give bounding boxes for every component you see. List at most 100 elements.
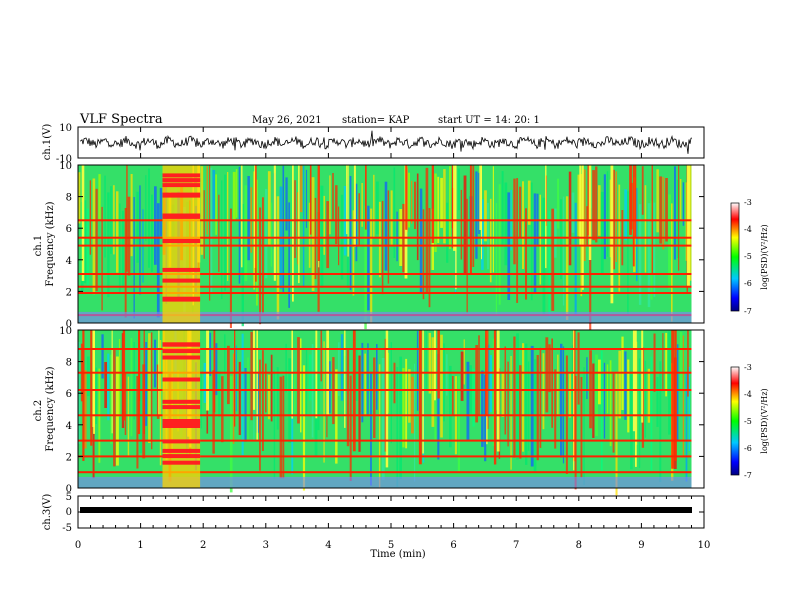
spec-stripe (510, 356, 512, 470)
spec-stripe (668, 194, 671, 289)
spec-nodata (691, 165, 704, 323)
xtick-label: 5 (388, 540, 394, 551)
spec-spike (678, 165, 680, 271)
spec-stripe (487, 202, 489, 270)
spec-stripe (443, 169, 446, 244)
spec-stripe (492, 338, 495, 447)
spec-stripe (151, 194, 153, 272)
ch1-ytick-10: 10 (59, 123, 72, 134)
spec-stripe (562, 346, 565, 464)
spec-stripe (577, 332, 580, 405)
spec-stripe (311, 177, 315, 292)
spec-stripe (580, 377, 583, 478)
spec-stripe (446, 354, 448, 396)
spec-line (78, 389, 692, 391)
spec-stripe (285, 177, 288, 231)
spec-stripe (501, 171, 504, 245)
spec-stripe (154, 186, 157, 265)
spec-stripe (335, 185, 338, 244)
spec-stripe (460, 351, 464, 401)
xtick-label: 4 (325, 540, 331, 551)
spec-stripe (247, 176, 250, 261)
spec-burst-line (162, 448, 201, 453)
spec-stripe (647, 203, 651, 308)
spec-stripe (638, 204, 642, 305)
spec-stripe (209, 332, 212, 376)
spec-stripe (437, 176, 440, 244)
spec-stripe (443, 343, 445, 422)
spec-stripe (440, 334, 443, 438)
spec-burst-line (162, 399, 201, 404)
spec-stripe (235, 345, 237, 412)
spec-stripe (390, 190, 393, 246)
spec-burst-line (162, 183, 201, 188)
spec-stripe (116, 356, 119, 466)
spec-stripe (449, 365, 452, 448)
spec-stripe (414, 181, 417, 230)
xtick-label: 9 (638, 540, 644, 551)
spec-stripe (209, 167, 213, 293)
spec-stripe (101, 206, 103, 311)
cb2-tick-minus5: -5 (744, 417, 752, 426)
spec-stripe (95, 188, 98, 292)
spec-burst-line (162, 238, 201, 243)
xtick-label: 1 (137, 540, 143, 551)
ytick-label: 6 (66, 389, 72, 400)
spec-stripe (136, 191, 139, 263)
spec-spike (385, 330, 389, 468)
spec-stripe (136, 376, 139, 469)
spec-stripe (352, 210, 355, 296)
spec-stripe (139, 372, 143, 454)
spec-stripe (361, 342, 364, 423)
ch3-ytick-minus5: -5 (62, 523, 72, 534)
spec-line (78, 414, 692, 417)
spec-spike (405, 165, 408, 230)
spec-stripe (527, 361, 530, 451)
spec-stripe (130, 174, 133, 257)
spec-stripe (238, 166, 241, 284)
spec-spike (635, 330, 637, 467)
spec-spike (206, 330, 209, 411)
spec-stripe (262, 197, 264, 314)
spec-stripe (139, 185, 141, 295)
spec-spike (632, 330, 636, 432)
spec-stripe (627, 359, 630, 433)
spec-stripe (472, 165, 475, 267)
spec-stripe (408, 369, 411, 423)
spec-stripe (300, 165, 303, 213)
spec-stripe (267, 171, 271, 247)
spec-stripe (498, 184, 501, 305)
spec-stripe (247, 357, 249, 440)
spec-spike (82, 330, 85, 461)
spec-stripe (381, 358, 385, 480)
spec-stripe (335, 369, 338, 464)
spec-spike (545, 165, 547, 269)
spec-stripe (530, 345, 534, 467)
spec-stripe (232, 171, 236, 220)
xtick-label: 0 (75, 540, 81, 551)
spec-stripe (679, 331, 683, 389)
spec-stripe (308, 354, 312, 401)
spec-stripe (545, 337, 549, 413)
spec-burst-line (162, 342, 201, 347)
ch3-ytick-0: 0 (66, 507, 72, 518)
cb1-tick-minus5: -5 (744, 252, 752, 261)
spec-spike (273, 165, 276, 281)
ytick-label: 2 (66, 452, 72, 463)
spec-spike (234, 330, 236, 427)
spec-stripe (586, 206, 589, 247)
spec-stripe (600, 350, 603, 473)
spec-stripe (513, 336, 516, 458)
spec-stripe (411, 376, 414, 434)
spec-stripe (338, 342, 340, 396)
spec-stripe (598, 359, 601, 405)
spec-stripe (551, 338, 553, 428)
spec-stripe (425, 167, 429, 294)
ch2-spectrogram-image (78, 330, 704, 496)
spec-stripe (586, 357, 588, 399)
spec-stripe (244, 368, 247, 442)
spec-low-band (78, 476, 692, 488)
spec-stripe (376, 344, 378, 410)
spec-spike (581, 165, 584, 290)
